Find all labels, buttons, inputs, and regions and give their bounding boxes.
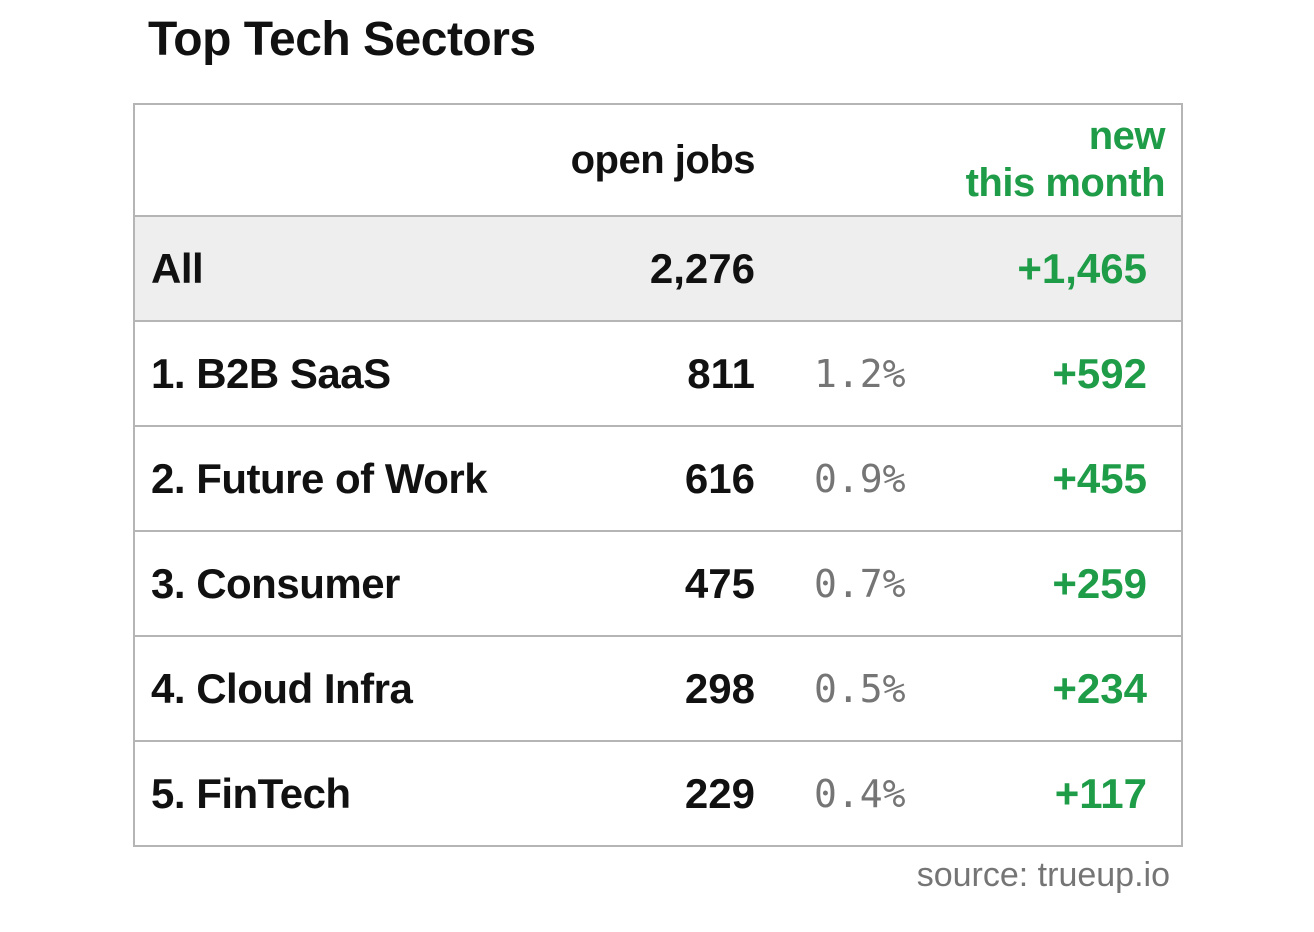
table-header-row: open jobs new this month — [134, 104, 1183, 216]
pct-value: 0.9% — [814, 456, 906, 501]
sector-label: 5. FinTech — [151, 769, 351, 817]
pct-value: 0.4% — [814, 771, 906, 816]
open-jobs-value: 229 — [684, 769, 755, 817]
open-jobs-value: 2,276 — [649, 244, 755, 292]
sector-label: 1. B2B SaaS — [151, 349, 391, 397]
new-this-month-value: +455 — [1052, 454, 1148, 502]
new-this-month-value: +117 — [1054, 769, 1148, 817]
header-new-this-month: new this month — [965, 114, 1166, 205]
pct-value: 1.2% — [814, 351, 906, 396]
header-open-jobs: open jobs — [570, 137, 756, 182]
sector-label: 2. Future of Work — [151, 454, 488, 502]
open-jobs-value: 616 — [684, 454, 755, 502]
open-jobs-value: 811 — [687, 349, 755, 397]
source-attribution: source: trueup.io — [916, 856, 1170, 894]
table-row: 1. B2B SaaS 811 1.2% +592 — [134, 321, 1183, 426]
open-jobs-value: 298 — [684, 664, 755, 712]
new-this-month-value: +259 — [1052, 559, 1148, 607]
sector-label: All — [151, 244, 204, 292]
table-row-all: All 2,276 +1,465 — [134, 216, 1183, 321]
page-title: Top Tech Sectors — [148, 13, 536, 66]
new-this-month-value: +592 — [1052, 349, 1148, 397]
table-row: 5. FinTech 229 0.4% +117 — [134, 741, 1183, 846]
pct-value — [757, 216, 987, 321]
pct-value: 0.7% — [814, 561, 906, 606]
open-jobs-value: 475 — [684, 559, 755, 607]
pct-value: 0.5% — [814, 666, 906, 711]
table-row: 4. Cloud Infra 298 0.5% +234 — [134, 636, 1183, 741]
new-this-month-value: +234 — [1052, 664, 1148, 712]
table-row: 2. Future of Work 616 0.9% +455 — [134, 426, 1183, 531]
sector-label: 4. Cloud Infra — [151, 664, 413, 712]
new-this-month-value: +1,465 — [1017, 244, 1148, 292]
table-row: 3. Consumer 475 0.7% +259 — [134, 531, 1183, 636]
sectors-table: open jobs new this month All 2,276 +1,46… — [133, 103, 1183, 847]
sectors-table-container: open jobs new this month All 2,276 +1,46… — [133, 103, 1183, 847]
sector-label: 3. Consumer — [151, 559, 400, 607]
header-sector-blank — [134, 104, 554, 216]
